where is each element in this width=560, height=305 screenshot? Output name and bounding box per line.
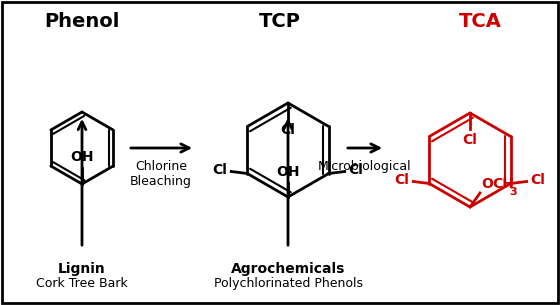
Text: Cl: Cl [349, 163, 363, 178]
Text: TCP: TCP [259, 12, 301, 31]
Text: Lignin: Lignin [58, 262, 106, 276]
Text: CH: CH [492, 177, 514, 191]
Text: Chlorine
Bleaching: Chlorine Bleaching [130, 160, 192, 188]
Text: TCA: TCA [459, 12, 501, 31]
Text: Phenol: Phenol [44, 12, 120, 31]
Text: Microbiological: Microbiological [318, 160, 412, 173]
Text: Cl: Cl [531, 174, 545, 188]
Text: Agrochemicals: Agrochemicals [231, 262, 345, 276]
Text: Cl: Cl [212, 163, 227, 178]
Text: Cork Tree Bark: Cork Tree Bark [36, 277, 128, 290]
Text: OH: OH [70, 150, 94, 164]
Text: 3: 3 [509, 187, 517, 197]
Text: Polychlorinated Phenols: Polychlorinated Phenols [213, 277, 362, 290]
Text: OH: OH [276, 165, 300, 179]
Text: Cl: Cl [281, 123, 296, 137]
FancyBboxPatch shape [2, 2, 558, 303]
Text: O: O [481, 177, 493, 191]
Text: Cl: Cl [463, 133, 478, 147]
Text: Cl: Cl [394, 174, 409, 188]
